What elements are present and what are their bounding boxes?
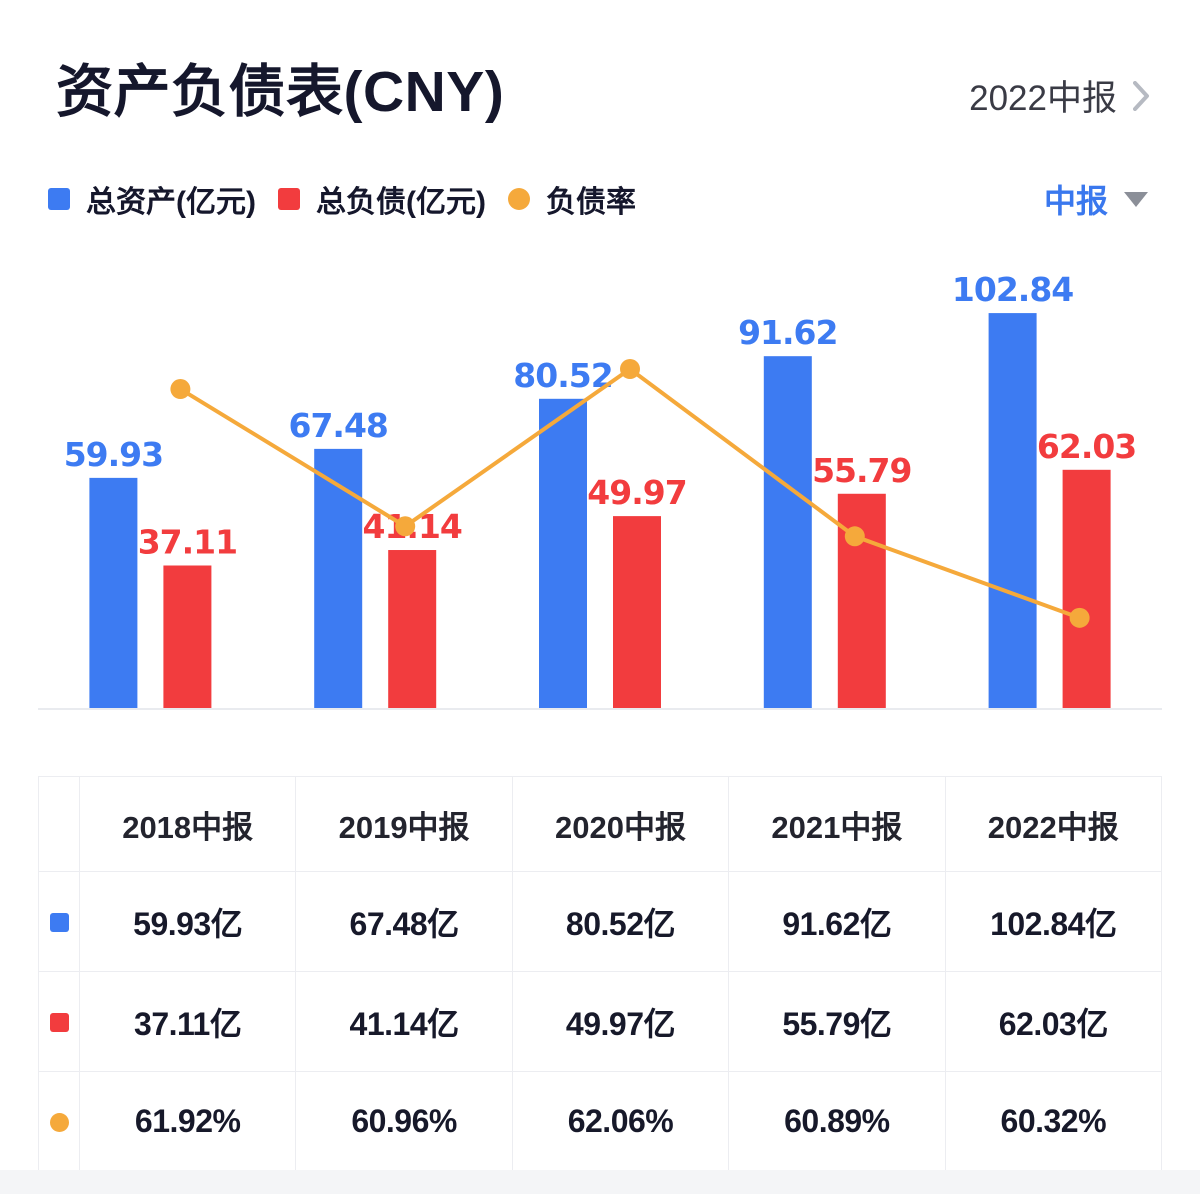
- table-cell: 55.79亿: [728, 971, 946, 1072]
- assets-swatch-icon: [48, 188, 70, 210]
- bottom-gutter: [0, 1170, 1200, 1194]
- debt-ratio-point[interactable]: [395, 516, 416, 537]
- table-cell: 37.11亿: [78, 971, 297, 1072]
- report-period-link[interactable]: 2022中报: [969, 70, 1150, 121]
- liabilities-value-label: 49.97: [587, 473, 686, 512]
- table-cell: 41.14亿: [295, 971, 513, 1072]
- table-cell: 80.52亿: [511, 871, 730, 972]
- assets-value-label: 67.48: [289, 406, 388, 445]
- debt-ratio-point[interactable]: [170, 379, 191, 400]
- liabilities-value-label: 55.79: [812, 451, 911, 490]
- bar-line-chart[interactable]: 59.9337.1167.4841.1480.5249.9791.6255.79…: [38, 245, 1162, 715]
- table-header-row: 2018中报 2019中报 2020中报 2021中报 2022中报: [38, 776, 1163, 872]
- table-cell: [38, 871, 80, 972]
- legend-item-debt-ratio[interactable]: 负债率: [507, 177, 636, 221]
- liabilities-bar[interactable]: [163, 565, 212, 708]
- table-cell: 60.96%: [295, 1071, 513, 1172]
- liabilities-marker-icon: [49, 1013, 69, 1032]
- liabilities-bar[interactable]: [613, 516, 661, 708]
- debt-ratio-swatch-icon: [507, 188, 530, 210]
- debt-ratio-point[interactable]: [1069, 607, 1090, 628]
- debt-ratio-point[interactable]: [844, 526, 865, 547]
- debt-ratio-marker-icon: [49, 1113, 69, 1132]
- assets-bar[interactable]: [314, 448, 363, 708]
- table-cell: 60.89%: [728, 1071, 946, 1172]
- debt-ratio-point[interactable]: [620, 359, 640, 379]
- column-header: 2020中报: [511, 776, 730, 872]
- marker-column-header: [38, 776, 80, 872]
- period-dropdown-label: 中报: [1043, 183, 1108, 219]
- column-header: 2019中报: [295, 776, 513, 872]
- table-cell: 62.06%: [511, 1071, 730, 1172]
- assets-value-label: 102.84: [952, 270, 1073, 309]
- legend-label: 总资产(亿元): [86, 186, 256, 219]
- table-row-debt-ratio: 61.92% 60.96% 62.06% 60.89% 60.32%: [38, 1071, 1163, 1172]
- legend-item-liabilities[interactable]: 总负债(亿元): [277, 177, 486, 221]
- liabilities-bar[interactable]: [837, 493, 886, 708]
- column-header: 2021中报: [728, 776, 946, 872]
- table-cell: 59.93亿: [78, 871, 297, 972]
- table-cell: 60.32%: [944, 1071, 1163, 1172]
- column-header: 2022中报: [944, 776, 1163, 872]
- period-dropdown[interactable]: 中报: [1044, 176, 1148, 222]
- chevron-right-icon: [1133, 80, 1149, 111]
- liabilities-value-label: 37.11: [138, 522, 237, 561]
- assets-value-label: 91.62: [738, 313, 837, 352]
- liabilities-bar[interactable]: [388, 550, 437, 708]
- column-header: 2018中报: [78, 776, 297, 872]
- liabilities-bar[interactable]: [1062, 469, 1111, 708]
- legend-label: 负债率: [545, 186, 636, 219]
- table-cell: 91.62亿: [728, 871, 946, 972]
- table-row-assets: 59.93亿 67.48亿 80.52亿 91.62亿 102.84亿: [38, 871, 1163, 972]
- assets-value-label: 80.52: [513, 356, 612, 395]
- table-cell: 62.03亿: [944, 971, 1163, 1072]
- table-cell: 49.97亿: [511, 971, 730, 1072]
- table-row-liabilities: 37.11亿 41.14亿 49.97亿 55.79亿 62.03亿: [38, 971, 1163, 1072]
- table-cell: 102.84亿: [944, 871, 1163, 972]
- table-cell: 67.48亿: [295, 871, 513, 972]
- assets-bar[interactable]: [988, 313, 1037, 708]
- liabilities-value-label: 62.03: [1037, 427, 1136, 466]
- table-cell: 61.92%: [78, 1071, 297, 1172]
- assets-bar[interactable]: [763, 356, 812, 708]
- legend-row: 总资产(亿元) 总负债(亿元) 负债率 中报: [48, 176, 1148, 222]
- legend-label: 总负债(亿元): [315, 186, 486, 219]
- table-cell: [38, 971, 80, 1072]
- liabilities-swatch-icon: [277, 188, 300, 210]
- legend-item-assets[interactable]: 总资产(亿元): [48, 177, 256, 221]
- data-table: 2018中报 2019中报 2020中报 2021中报 2022中报 59.93…: [38, 776, 1163, 1172]
- caret-down-icon: [1124, 191, 1148, 207]
- table-cell: [38, 1071, 80, 1172]
- assets-value-label: 59.93: [64, 435, 163, 474]
- assets-bar[interactable]: [89, 477, 138, 708]
- page-title: 资产负债表(CNY): [56, 60, 505, 124]
- report-period-label: 2022中报: [969, 79, 1117, 118]
- assets-bar[interactable]: [539, 398, 587, 708]
- assets-marker-icon: [49, 913, 69, 932]
